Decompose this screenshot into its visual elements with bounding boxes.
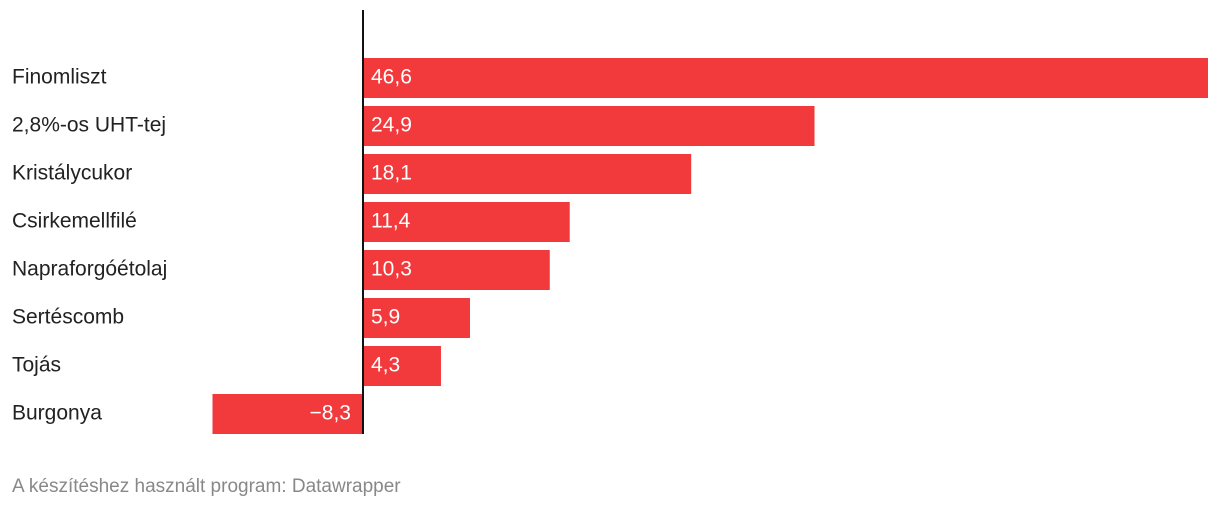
bar (363, 58, 1208, 98)
source-note: A készítéshez használt program: Datawrap… (12, 476, 401, 497)
bar (363, 106, 815, 146)
category-label: Tojás (12, 354, 61, 377)
bar (363, 202, 570, 242)
bar (363, 346, 441, 386)
bar (363, 250, 550, 290)
category-label: Napraforgóétolaj (12, 258, 167, 281)
category-label: Csirkemellfilé (12, 210, 137, 233)
bar (363, 298, 470, 338)
value-label: −8,3 (310, 402, 351, 425)
category-label: Sertéscomb (12, 306, 124, 329)
value-label: 24,9 (371, 114, 412, 137)
value-label: 46,6 (371, 66, 412, 89)
category-label: Kristálycukor (12, 162, 132, 185)
value-label: 4,3 (371, 354, 400, 377)
value-label: 5,9 (371, 306, 400, 329)
value-label: 18,1 (371, 162, 412, 185)
category-label: Burgonya (12, 402, 102, 425)
bar (363, 154, 692, 194)
value-label: 11,4 (371, 210, 411, 233)
value-label: 10,3 (371, 258, 412, 281)
category-label: Finomliszt (12, 66, 107, 89)
bar (212, 394, 363, 434)
category-label: 2,8%-os UHT-tej (12, 114, 166, 137)
